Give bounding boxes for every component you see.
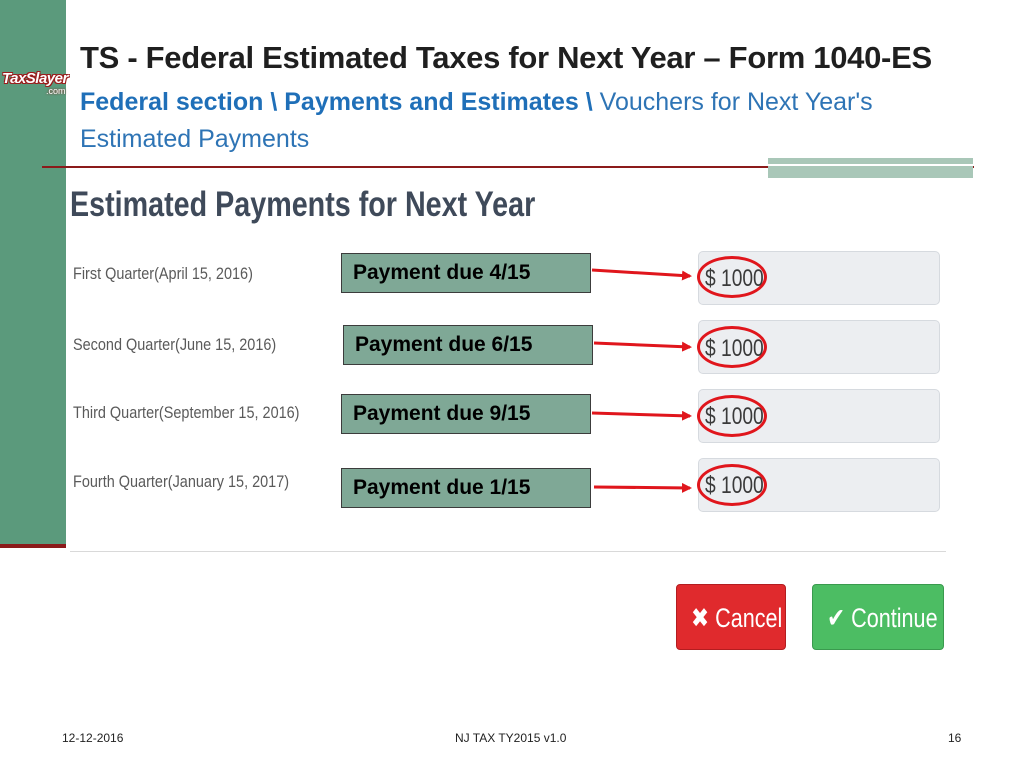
highlight-circle <box>697 326 767 368</box>
checkmark-icon: ✔ <box>827 603 846 633</box>
continue-button-content: ✔ Continue <box>827 603 938 634</box>
cancel-button-content: ✖ Cancel <box>691 603 782 634</box>
slide-title: TS - Federal Estimated Taxes for Next Ye… <box>80 40 932 75</box>
footer-date: 12-12-2016 <box>62 731 124 745</box>
sidebar-bottom-rule <box>0 544 66 548</box>
breadcrumb-federal-section: Federal section \ <box>80 88 278 116</box>
logo-text: TaxSlayer <box>2 70 68 87</box>
highlight-circle <box>697 464 767 506</box>
panel-bottom-border <box>70 551 946 552</box>
second-quarter-label: Second Quarter(June 15, 2016) <box>73 335 277 354</box>
cancel-button[interactable]: ✖ Cancel <box>676 584 786 650</box>
left-sidebar-bar <box>0 0 66 548</box>
footer-center: NJ TAX TY2015 v1.0 <box>455 731 567 745</box>
callout-first-quarter: Payment due 4/15 <box>341 253 591 293</box>
form-heading: Estimated Payments for Next Year <box>70 185 536 224</box>
callout-third-quarter: Payment due 9/15 <box>341 394 591 434</box>
divider-accent-block <box>768 158 973 178</box>
taxslayer-logo: TaxSlayer .com <box>0 66 70 98</box>
highlight-circle <box>697 395 767 437</box>
third-quarter-label: Third Quarter(September 15, 2016) <box>73 403 300 422</box>
first-quarter-label: First Quarter(April 15, 2016) <box>73 264 253 283</box>
continue-button-label: Continue <box>851 603 938 633</box>
highlight-circle <box>697 256 767 298</box>
cancel-button-label: Cancel <box>715 603 783 633</box>
footer-page-number: 16 <box>948 731 962 745</box>
logo-sub: .com <box>46 86 66 96</box>
callout-fourth-quarter: Payment due 1/15 <box>341 468 591 508</box>
breadcrumb-vouchers: Vouchers for Next Year's Estimated Payme… <box>80 88 873 153</box>
divider-accent-line <box>768 164 973 166</box>
callout-second-quarter: Payment due 6/15 <box>343 325 593 365</box>
fourth-quarter-label: Fourth Quarter(January 15, 2017) <box>73 472 290 491</box>
continue-button[interactable]: ✔ Continue <box>812 584 944 650</box>
title-divider <box>42 166 974 168</box>
breadcrumb-payments-estimates: Payments and Estimates \ <box>284 88 593 116</box>
x-icon: ✖ <box>691 603 710 633</box>
breadcrumb: Federal section \ Payments and Estimates… <box>80 84 980 158</box>
